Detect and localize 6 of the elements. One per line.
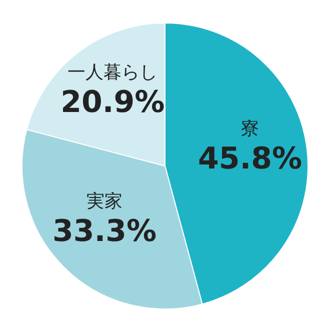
slice-label: 実家 (86, 190, 123, 212)
data-label: 20.9% (60, 85, 165, 120)
data-label: 33.3% (52, 214, 157, 249)
slice-label: 一人暮らし (68, 62, 158, 84)
data-label: 45.8% (198, 142, 302, 177)
slice-label: 寮 (241, 118, 260, 140)
